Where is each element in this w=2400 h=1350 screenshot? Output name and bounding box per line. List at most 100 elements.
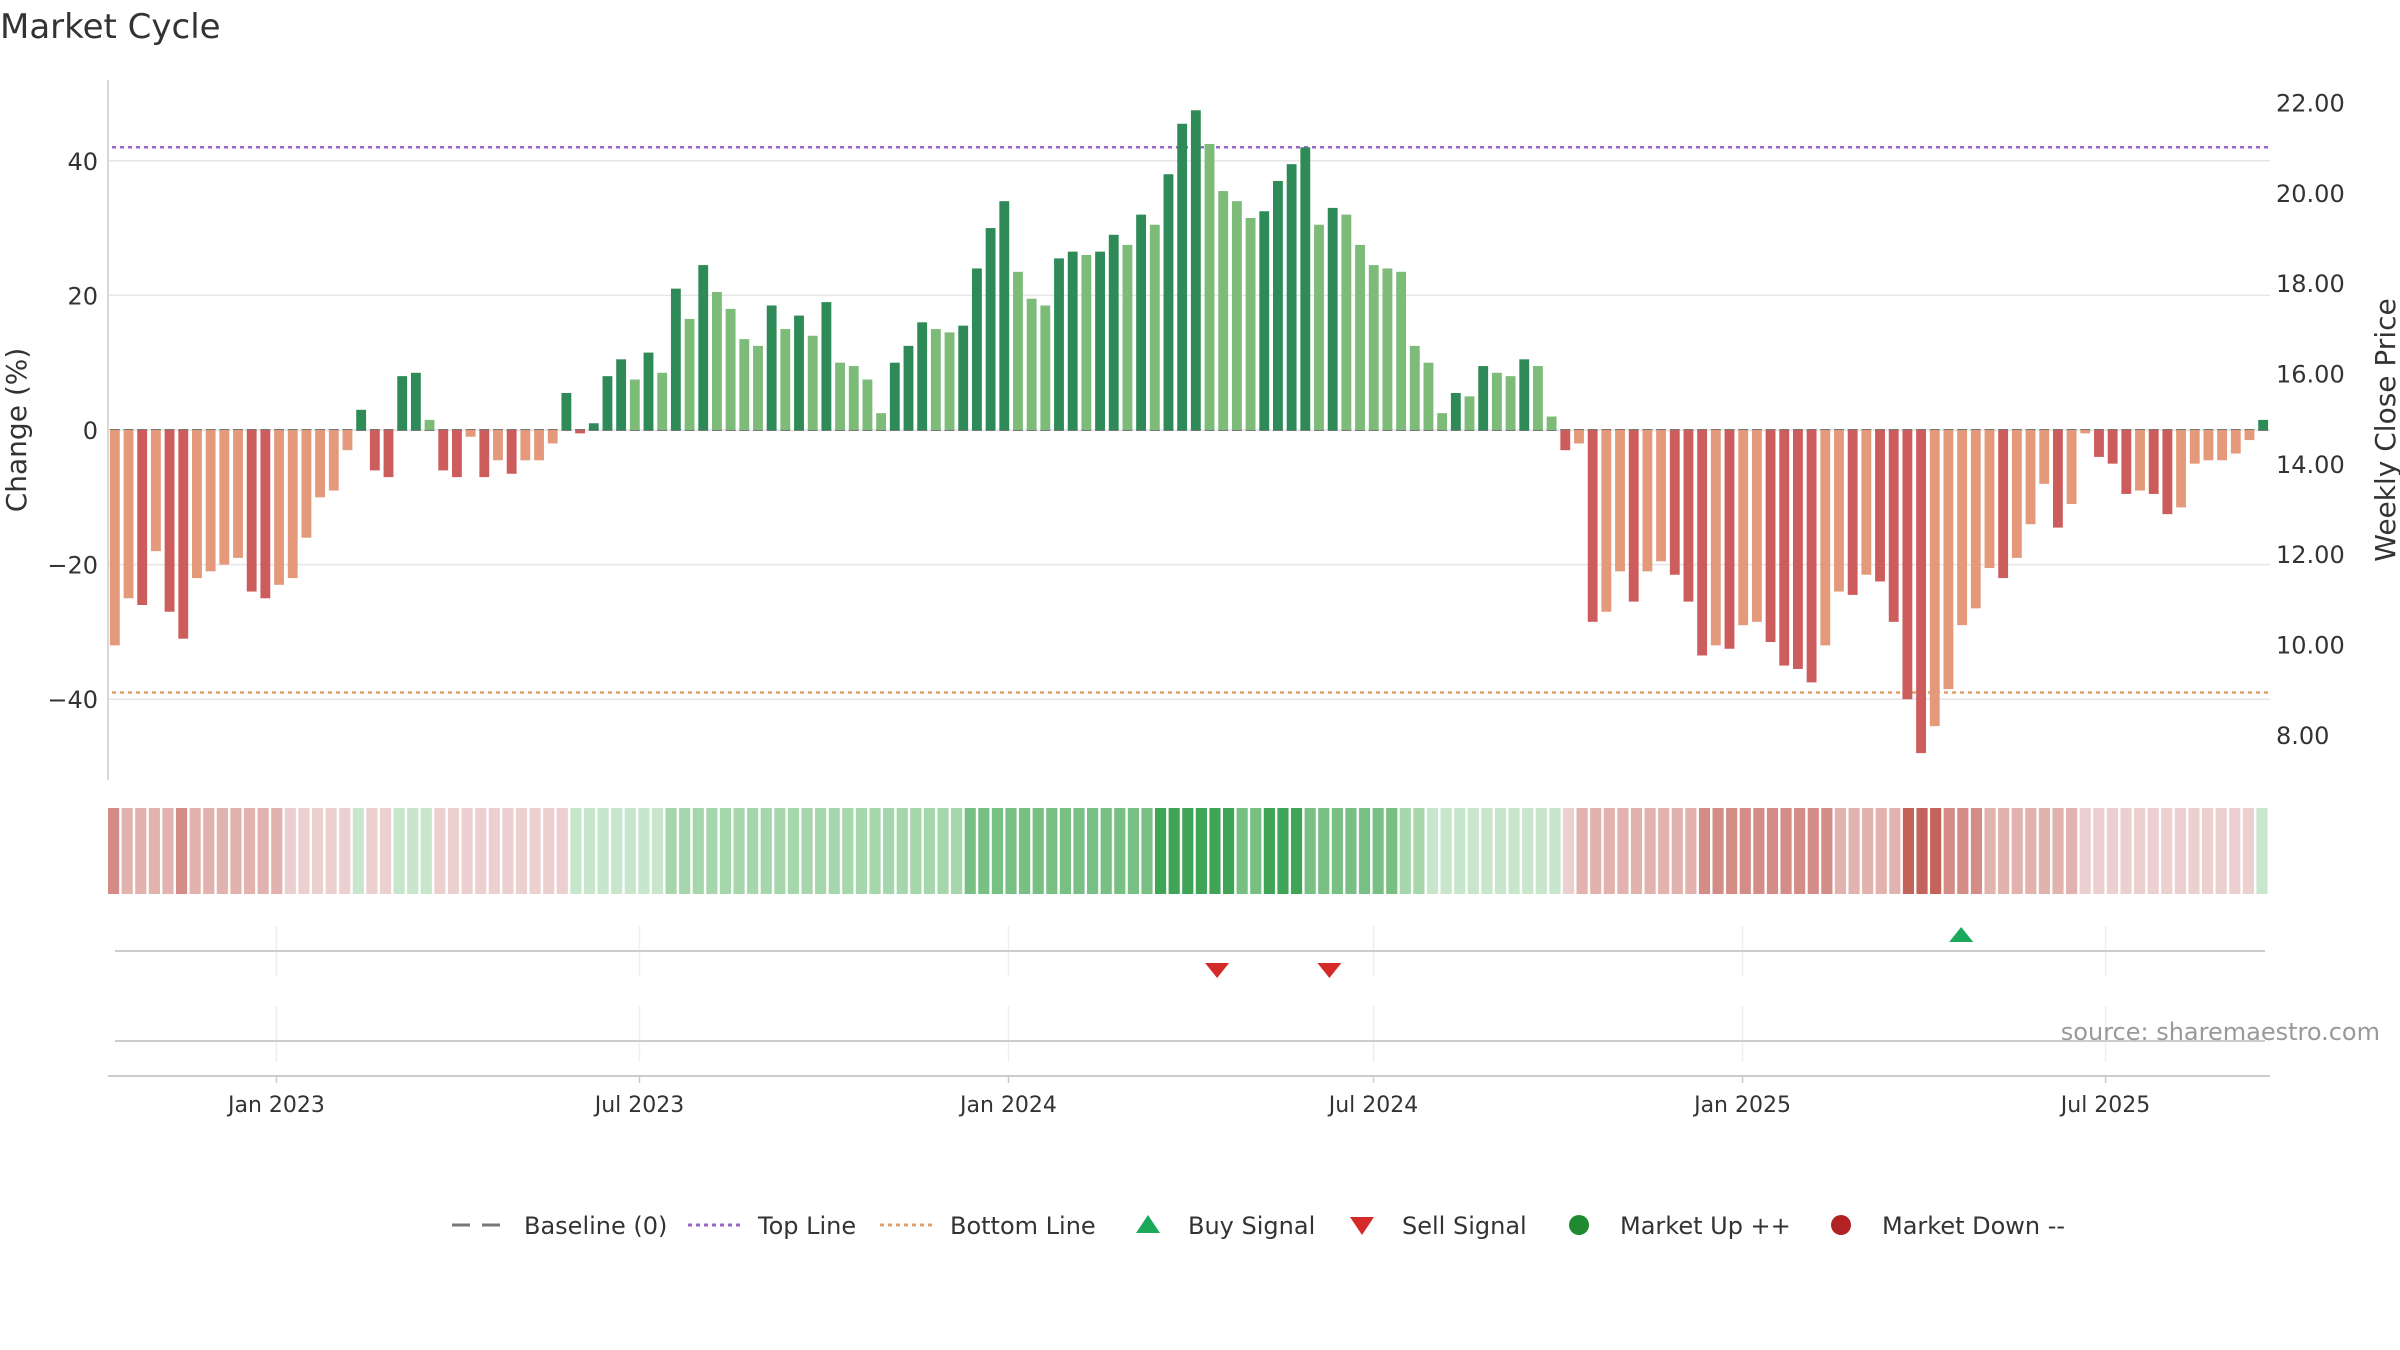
- heat-cell: [1848, 808, 1860, 894]
- sell-signal-marker: [1317, 963, 1342, 978]
- heat-cell: [1671, 808, 1683, 894]
- bar: [1546, 416, 1557, 430]
- bar: [2258, 419, 2269, 430]
- heat-cell: [1290, 808, 1303, 894]
- heat-cell: [488, 808, 500, 894]
- bar: [274, 430, 284, 585]
- bar: [1697, 430, 1708, 656]
- heat-cell: [869, 808, 881, 894]
- legend-item: Market Up ++: [1569, 1212, 1791, 1240]
- heat-cell: [175, 808, 188, 894]
- heat-cell: [1222, 808, 1235, 894]
- bar: [219, 430, 230, 565]
- heat-cell: [570, 808, 582, 894]
- x-tick-label: Jul 2025: [2059, 1093, 2151, 1118]
- heat-cell: [1087, 808, 1099, 894]
- bar: [2176, 430, 2186, 508]
- bar: [1081, 255, 1092, 430]
- legend-label: Bottom Line: [950, 1212, 1096, 1240]
- heat-cell: [1726, 808, 1738, 894]
- heat-cell: [855, 808, 868, 894]
- bar: [1820, 430, 1831, 646]
- bar: [205, 430, 216, 572]
- bar: [1943, 430, 1954, 690]
- heat-cell: [1426, 808, 1439, 894]
- bar: [629, 379, 640, 430]
- bar: [1601, 430, 1612, 612]
- heat-cell: [638, 808, 650, 894]
- heat-cell: [1168, 808, 1180, 894]
- bar: [1615, 430, 1625, 572]
- bar: [233, 430, 243, 558]
- heat-cell: [733, 808, 745, 894]
- bar: [1765, 430, 1776, 643]
- bar: [903, 345, 914, 430]
- heat-strip: [108, 808, 2268, 894]
- heat-cell: [1603, 808, 1615, 894]
- heat-cell: [529, 808, 541, 894]
- bar: [1574, 430, 1584, 444]
- heat-cell: [951, 808, 963, 894]
- heat-cell: [842, 808, 854, 894]
- y-right-tick-label: 20.00: [2276, 180, 2345, 208]
- heat-cell: [1617, 808, 1629, 894]
- bar: [616, 359, 627, 430]
- heat-cell: [1576, 808, 1588, 894]
- heat-cell: [1209, 808, 1221, 894]
- bar: [356, 409, 367, 430]
- heat-cell: [2242, 808, 2254, 894]
- heat-cell: [937, 808, 949, 894]
- heat-cell: [1263, 808, 1275, 894]
- bar: [821, 302, 832, 430]
- heat-cell: [611, 808, 623, 894]
- bar: [1984, 430, 1995, 568]
- heat-cell: [379, 808, 392, 894]
- bar: [1190, 110, 1201, 431]
- heat-cell: [135, 808, 147, 894]
- bar: [506, 430, 517, 474]
- heat-cell: [1712, 808, 1724, 894]
- bar: [1231, 201, 1242, 430]
- bar: [876, 413, 887, 430]
- heat-cell: [1073, 808, 1085, 894]
- legend-item: Sell Signal: [1350, 1212, 1527, 1240]
- heat-cell: [271, 808, 283, 894]
- heat-cell: [1821, 808, 1833, 894]
- bar: [917, 322, 928, 430]
- heat-cell: [883, 808, 895, 894]
- bar: [1875, 430, 1885, 582]
- bar: [1286, 164, 1297, 430]
- heat-cell: [1345, 808, 1357, 894]
- heat-cell: [964, 808, 976, 894]
- heat-cell: [1481, 808, 1493, 894]
- heat-cell: [1182, 808, 1194, 894]
- heat-cell: [543, 808, 555, 894]
- bar: [1409, 345, 1420, 430]
- heat-cell: [1250, 808, 1262, 894]
- bar: [2066, 430, 2077, 505]
- bar: [493, 430, 503, 461]
- bar: [465, 430, 476, 437]
- bar: [1929, 430, 1940, 727]
- bar: [1204, 143, 1215, 430]
- heat-cell: [121, 808, 133, 894]
- heat-cell: [1059, 808, 1071, 894]
- heat-cell: [2025, 808, 2037, 894]
- source-annotation: source: sharemaestro.com: [2061, 1018, 2380, 1046]
- bar: [1437, 413, 1448, 430]
- bar: [1054, 258, 1064, 430]
- bar: [1396, 271, 1407, 430]
- heat-cell: [2079, 808, 2091, 894]
- bar: [383, 430, 394, 478]
- heat-cell: [1331, 808, 1343, 894]
- heat-cell: [665, 808, 677, 894]
- heat-cell: [1195, 808, 1207, 894]
- bar: [342, 430, 353, 451]
- bar: [794, 315, 804, 430]
- heat-cell: [1685, 808, 1697, 894]
- y-right-tick-label: 22.00: [2276, 90, 2345, 118]
- heat-cell: [203, 808, 215, 894]
- bar: [561, 392, 572, 430]
- heat-cell: [1630, 808, 1643, 894]
